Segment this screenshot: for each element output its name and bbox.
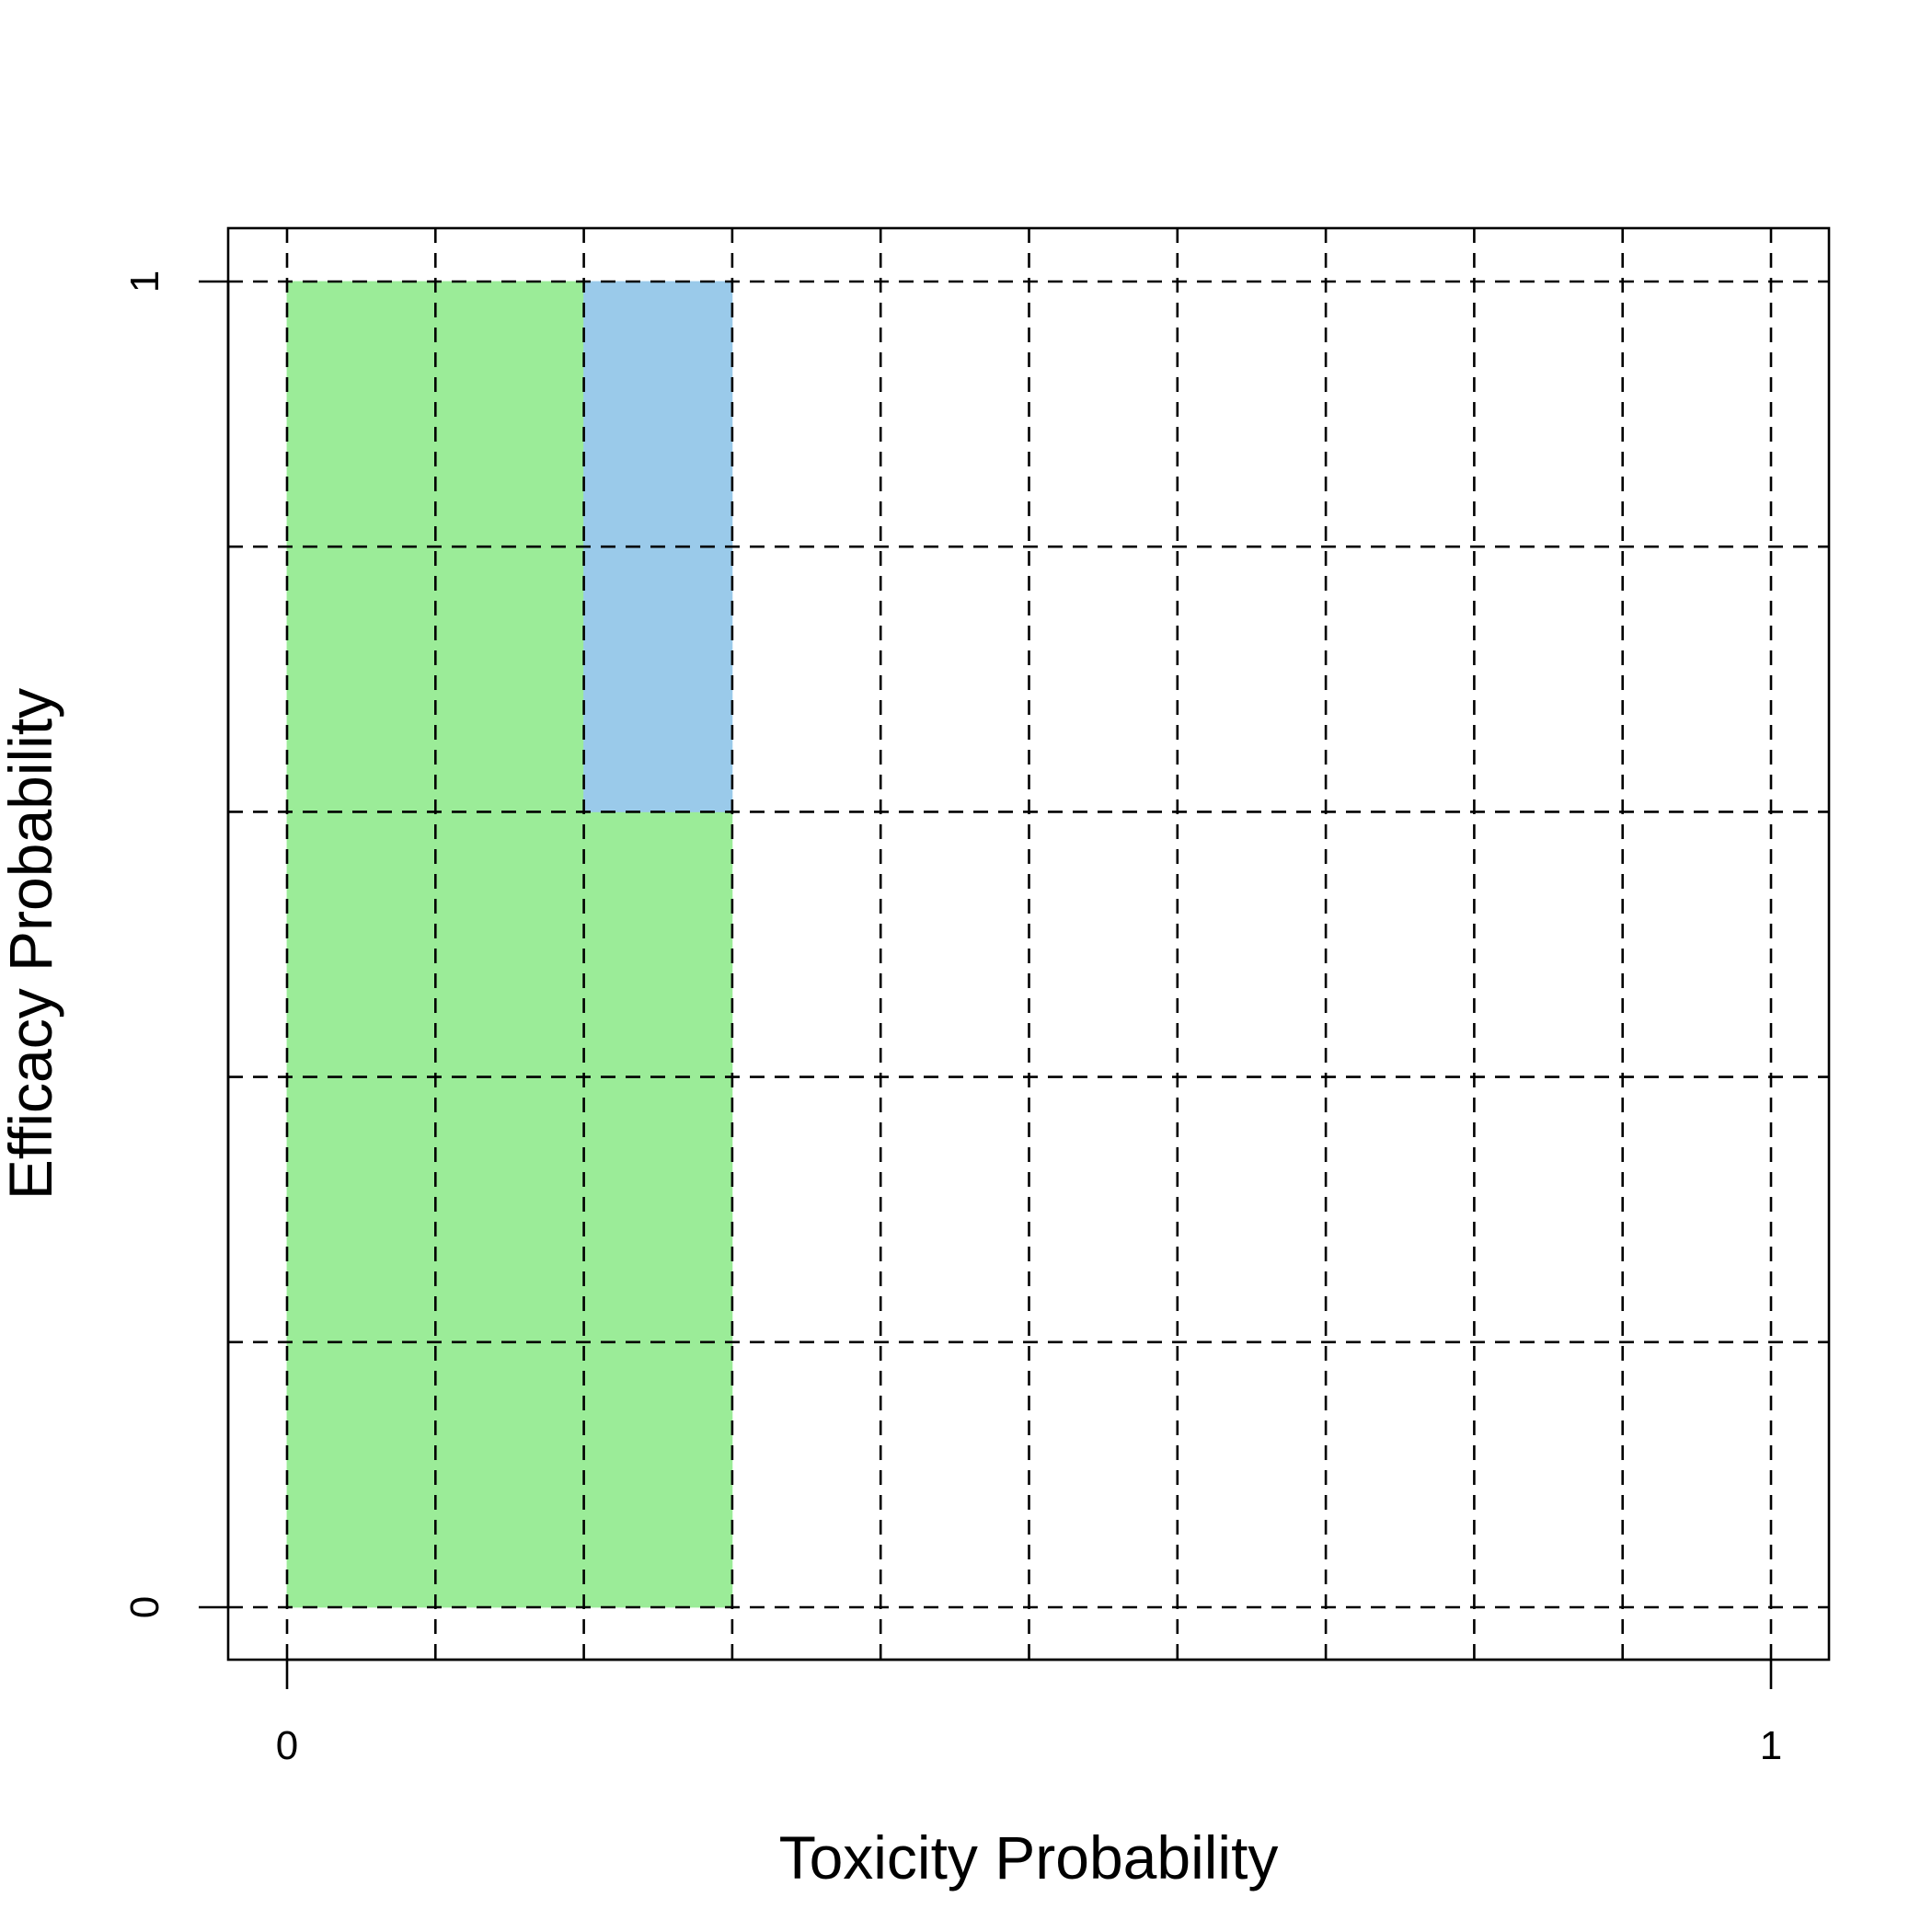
cell-acceptable-8 [583, 811, 733, 1078]
x-axis-title: Toxicity Probability [779, 1823, 1279, 1892]
cell-acceptable-13 [434, 281, 584, 547]
y-tick-label-0: 0 [122, 1596, 167, 1618]
cell-acceptable-5 [583, 1076, 733, 1343]
cell-acceptable-1 [434, 1341, 584, 1608]
cell-acceptable-9 [286, 546, 436, 812]
y-tick-label-1: 1 [122, 270, 167, 293]
cell-acceptable-6 [286, 811, 436, 1078]
cell-acceptable-3 [286, 1076, 436, 1343]
x-tick-label-1: 1 [1760, 1723, 1782, 1768]
cells-layer [286, 281, 733, 1608]
cell-acceptable-12 [286, 281, 436, 547]
cell-highlight-11 [583, 546, 733, 812]
cell-acceptable-7 [434, 811, 584, 1078]
cell-acceptable-10 [434, 546, 584, 812]
x-tick-label-0: 0 [276, 1723, 298, 1768]
grid-layer [228, 228, 1829, 1660]
cell-acceptable-0 [286, 1341, 436, 1608]
axes-layer: 0 1 0 1 [122, 270, 1782, 1768]
cell-acceptable-2 [583, 1341, 733, 1608]
cell-highlight-14 [583, 281, 733, 547]
cell-acceptable-4 [434, 1076, 584, 1343]
y-axis-title: Efficacy Probability [0, 688, 64, 1200]
